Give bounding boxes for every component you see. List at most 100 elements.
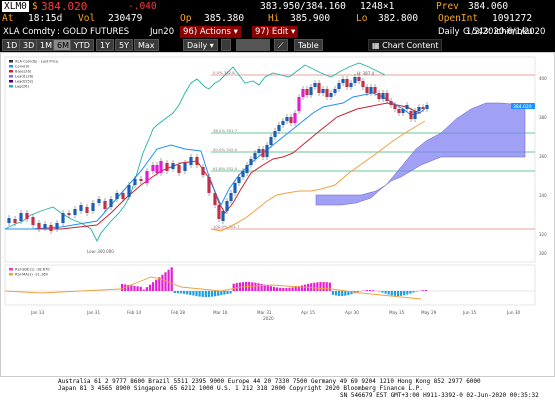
oscillator-bar: [369, 290, 372, 291]
high-label: Hi: [268, 13, 280, 24]
candle-body: [127, 185, 131, 197]
candle-body: [329, 93, 333, 97]
oscillator-bar: [403, 291, 406, 296]
open-label: Op: [180, 13, 192, 24]
open-value: 385.380: [204, 13, 245, 24]
candle-body: [313, 83, 317, 87]
oscillator-bar: [303, 284, 307, 291]
candle-body: [85, 207, 89, 213]
low-annotation: Low: 300.000: [87, 249, 114, 254]
oscillator-bar: [396, 291, 400, 296]
chart-panel[interactable]: 0.0% 382.8 38.2% 351.7 50.0% 342.0 61.8% 33…: [0, 52, 555, 377]
candle-body: [397, 109, 401, 113]
oscillator-bar: [254, 282, 257, 291]
oscillator-bar: [338, 291, 341, 296]
last-price-tag-label: 384.020: [513, 104, 532, 110]
oscillator-bar: [226, 291, 229, 294]
oscillator-bar: [272, 286, 276, 291]
oscillator-bar: [214, 291, 217, 297]
candle-body: [49, 225, 53, 231]
line-tool-icon[interactable]: ⟋: [274, 39, 288, 51]
candle-body: [285, 117, 289, 121]
ichimoku-chart[interactable]: 0.0% 382.8 38.2% 351.7 50.0% 342.0 61.8% 33…: [1, 53, 554, 376]
ticker[interactable]: XLM0: [2, 1, 29, 12]
candle-body: [297, 97, 301, 111]
candle-body: [349, 83, 353, 87]
fib-label: 0.0% 382.8: [213, 70, 235, 75]
candle-body: [393, 105, 397, 109]
high-annotation: H: 387.4: [357, 71, 375, 76]
candle-body: [237, 177, 241, 183]
candle-body: [37, 223, 41, 229]
candle-body: [225, 201, 229, 211]
oscillator-bar: [400, 291, 403, 296]
candle-body: [357, 77, 361, 81]
oscillator-bar: [133, 285, 136, 291]
candle-body: [317, 83, 321, 93]
candle-body: [97, 199, 101, 203]
oscillator-bar: [334, 291, 338, 296]
y-tick-label: 340: [539, 193, 547, 198]
candle-body: [305, 89, 309, 95]
oscillator-bar: [322, 282, 325, 291]
legend-entry: Lead2(52): [15, 80, 34, 84]
oscillator-bar: [288, 287, 291, 291]
oscillator-bar: [282, 287, 285, 291]
candle-body: [421, 107, 425, 109]
chart-content-button[interactable]: ▦ Chart Content: [368, 39, 443, 51]
candle-body: [195, 157, 199, 165]
x-tick-label: Jun 30: [506, 310, 521, 315]
date-range[interactable]: 1/2/2020-6/1/2020: [466, 27, 546, 37]
period-button-5y[interactable]: 5Y: [115, 39, 133, 51]
quote-row-2: At 18:15d Vol 230479 Op 385.380 Hi 385.9…: [0, 13, 555, 26]
oscillator-bar: [201, 291, 204, 297]
candle-body: [7, 218, 11, 223]
high-value: 385.900: [290, 13, 331, 24]
bid-ask: 383.950/384.160: [260, 1, 346, 12]
table-button[interactable]: Table: [294, 39, 323, 51]
oscillator-bar: [142, 289, 145, 291]
candle-body: [377, 93, 381, 99]
oscillator-bar: [344, 291, 347, 296]
period-button-ytd[interactable]: YTD: [70, 39, 94, 51]
oscillator-bar: [384, 291, 387, 294]
oscillator-bar: [161, 274, 164, 291]
security-label[interactable]: XLA Comdty: [0, 26, 59, 38]
oscillator-bar: [316, 282, 319, 291]
oscillator-bar: [325, 282, 328, 291]
oscillator-bar: [189, 291, 192, 295]
x-tick-label: Apr 30: [345, 310, 359, 315]
y-tick-label: 320: [539, 232, 547, 237]
candle-body: [369, 87, 373, 93]
oscillator-bar: [136, 286, 139, 291]
ichimoku-cloud: [315, 102, 526, 206]
oscillator-bar: [310, 283, 313, 291]
legend-entry: XLA Comdty - Last Price: [15, 60, 59, 64]
edit-menu[interactable]: 97) Edit ▾: [252, 26, 299, 38]
actions-menu[interactable]: 96) Actions ▾: [180, 26, 241, 38]
candle-body: [405, 105, 409, 109]
oscillator-ma-line: [4, 276, 422, 300]
x-tick-label: Apr 15: [301, 310, 315, 315]
candle-body: [91, 203, 95, 211]
oscillator-bar: [381, 291, 384, 293]
candle-body: [341, 79, 345, 83]
last-price-tag: [511, 103, 535, 109]
period-button-max[interactable]: Max: [134, 39, 159, 51]
candle-body: [43, 224, 47, 228]
legend-entry: Conv(9): [15, 65, 30, 69]
period-button-1y[interactable]: 1Y: [96, 39, 114, 51]
oscillator-bar: [269, 286, 272, 291]
blank-field[interactable]: [236, 39, 270, 51]
frequency-dropdown-icon[interactable]: [221, 39, 231, 51]
candle-body: [221, 211, 225, 221]
legend: XLA Comdty - Last PriceConv(9)Base(26)Le…: [9, 60, 59, 89]
currency-flag: $: [32, 1, 38, 12]
oscillator-bar: [319, 282, 322, 291]
osc-legend-entry: RSI-MA(1) -21.169: [15, 273, 49, 277]
oscillator-bar: [198, 291, 201, 297]
candle-body: [277, 125, 281, 131]
candle-body: [365, 87, 369, 93]
frequency-select[interactable]: Daily ▾: [183, 39, 218, 51]
oscillator-bar: [179, 291, 183, 294]
